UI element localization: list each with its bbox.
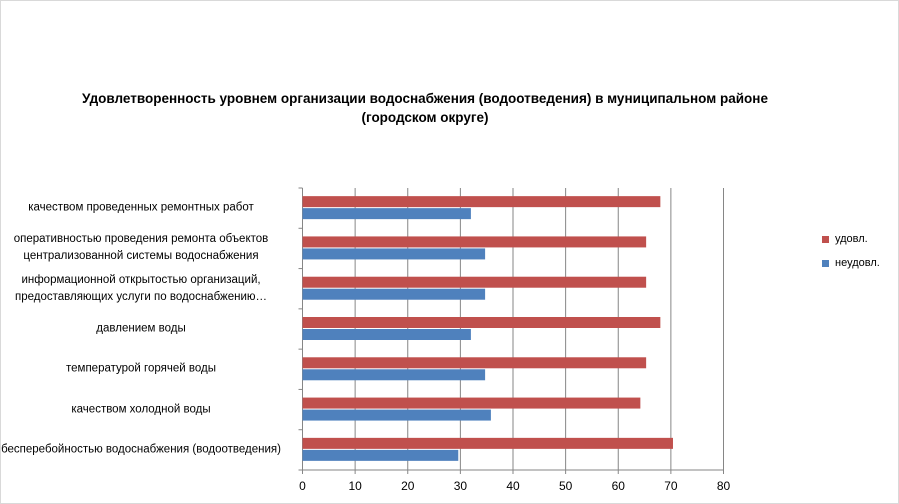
bar-satisfied bbox=[302, 196, 661, 208]
x-tick-label: 70 bbox=[664, 479, 678, 493]
bar-unsatisfied bbox=[302, 369, 486, 381]
bar-satisfied bbox=[302, 437, 673, 449]
category-label: температурой горячей воды bbox=[66, 362, 216, 375]
bar-unsatisfied bbox=[302, 329, 471, 340]
x-tick-label: 20 bbox=[401, 479, 415, 493]
bar-unsatisfied bbox=[302, 288, 486, 300]
legend-swatch bbox=[822, 259, 829, 267]
x-tick-label: 50 bbox=[559, 479, 573, 493]
bar-satisfied bbox=[302, 397, 641, 409]
bar-satisfied bbox=[302, 317, 661, 328]
x-tick-label: 40 bbox=[506, 479, 520, 493]
legend-label: неудовл. bbox=[835, 257, 880, 269]
category-label: оперативностью проведения ремонта объект… bbox=[13, 233, 269, 263]
legend-item: удовл. bbox=[822, 233, 868, 245]
category-label: давлением воды bbox=[96, 322, 186, 335]
legend-swatch bbox=[822, 235, 829, 243]
bar-unsatisfied bbox=[302, 248, 486, 260]
bar-unsatisfied bbox=[302, 208, 471, 220]
category-label: качеством проведенных ремонтных работ bbox=[28, 201, 254, 214]
category-label: информационной открытостью организаций, … bbox=[14, 273, 268, 303]
x-tick-label: 10 bbox=[348, 479, 362, 493]
bar-satisfied bbox=[302, 276, 647, 288]
bar-satisfied bbox=[302, 357, 647, 369]
x-tick-label: 30 bbox=[454, 479, 468, 493]
category-label: качеством холодной воды bbox=[71, 403, 211, 416]
x-tick-label: 80 bbox=[717, 479, 731, 493]
x-tick-label: 0 bbox=[299, 479, 306, 493]
x-tick-label: 60 bbox=[612, 479, 626, 493]
bar-unsatisfied bbox=[302, 449, 459, 461]
bar-satisfied bbox=[302, 236, 647, 248]
legend-item: неудовл. bbox=[822, 257, 880, 269]
category-label: бесперебойностью водоснабжения (водоотве… bbox=[1, 443, 281, 456]
chart-title: Удовлетворенность уровнем организации во… bbox=[82, 91, 768, 125]
legend-label: удовл. bbox=[835, 233, 868, 245]
bar-unsatisfied bbox=[302, 409, 491, 421]
